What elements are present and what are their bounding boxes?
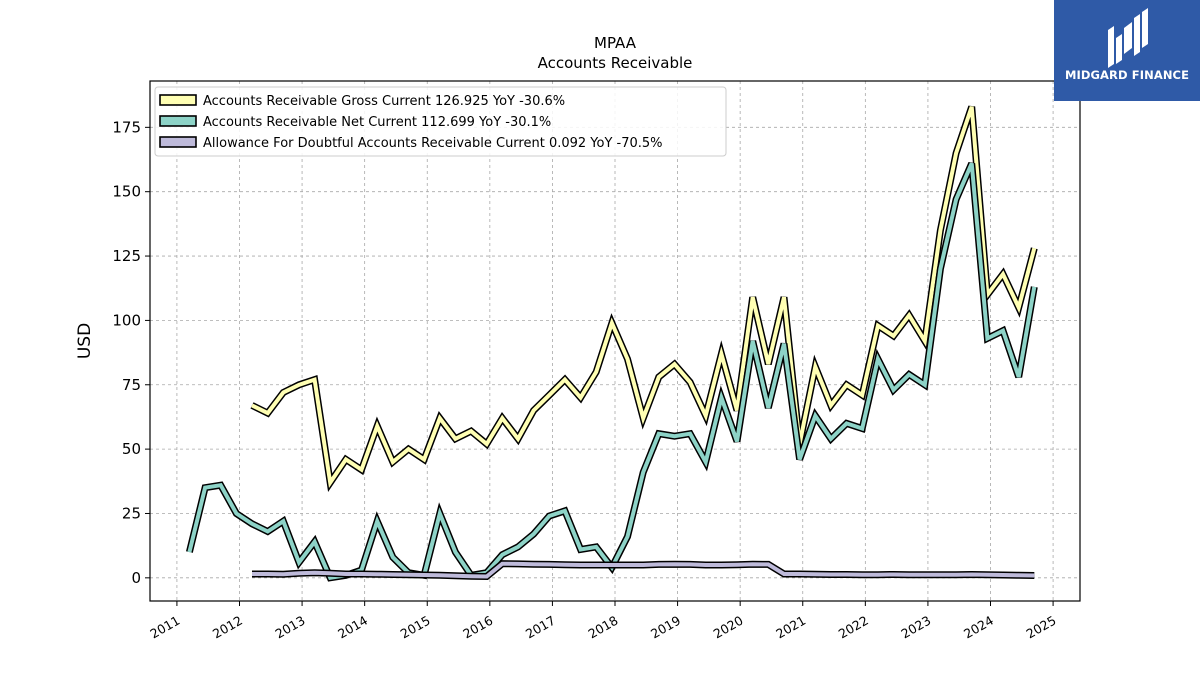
x-tick-label: 2022 bbox=[836, 613, 871, 642]
legend-swatch bbox=[159, 115, 197, 127]
series-3 bbox=[252, 560, 1035, 581]
x-tick-label: 2017 bbox=[523, 613, 558, 642]
y-tick-label: 50 bbox=[122, 440, 141, 458]
series-1 bbox=[250, 105, 1038, 492]
series-2 bbox=[185, 162, 1038, 582]
midgard-finance-logo: MIDGARD FINANCE bbox=[1054, 0, 1200, 101]
legend-item: Allowance For Doubtful Accounts Receivab… bbox=[159, 136, 663, 151]
legend-swatch bbox=[159, 94, 197, 106]
grid bbox=[150, 81, 1080, 601]
legend-label: Accounts Receivable Net Current 112.699 … bbox=[203, 115, 551, 130]
x-tick-label: 2025 bbox=[1024, 613, 1059, 642]
x-tick-label: 2024 bbox=[961, 613, 996, 642]
x-tick-label: 2019 bbox=[648, 613, 683, 642]
series-line bbox=[251, 106, 1037, 488]
y-tick-label: 125 bbox=[112, 247, 141, 265]
x-tick-label: 2021 bbox=[773, 613, 808, 642]
legend: Accounts Receivable Gross Current 126.92… bbox=[154, 86, 727, 157]
y-tick-label: 25 bbox=[122, 504, 141, 522]
y-tick-label: 100 bbox=[112, 311, 141, 329]
y-axis: 0 25 50 75 100 125 150 175 bbox=[112, 118, 150, 587]
x-tick-label: 2020 bbox=[711, 613, 746, 642]
legend-label: Accounts Receivable Gross Current 126.92… bbox=[203, 94, 565, 109]
series-line bbox=[252, 561, 1035, 579]
legend-item: Accounts Receivable Net Current 112.699 … bbox=[159, 115, 551, 130]
legend-box bbox=[154, 86, 727, 157]
legend-label: Allowance For Doubtful Accounts Receivab… bbox=[203, 136, 663, 151]
y-tick-label: 75 bbox=[122, 376, 141, 394]
x-tick-label: 2018 bbox=[585, 613, 620, 642]
chart-title: MPAA bbox=[594, 34, 637, 52]
x-axis: 2011 2012 2013 2014 2015 2016 2017 2018 2019 2020… bbox=[147, 601, 1059, 642]
x-tick-label: 2015 bbox=[398, 613, 433, 642]
y-axis-label: USD bbox=[75, 323, 95, 359]
legend-item: Accounts Receivable Gross Current 126.92… bbox=[159, 94, 565, 109]
x-tick-label: 2016 bbox=[460, 613, 495, 642]
y-tick-label: 0 bbox=[131, 569, 141, 587]
series-line-outline bbox=[185, 162, 1038, 582]
x-tick-label: 2014 bbox=[335, 613, 370, 642]
y-tick-label: 150 bbox=[112, 183, 141, 201]
chart-subtitle: Accounts Receivable bbox=[538, 54, 693, 72]
x-tick-label: 2013 bbox=[273, 613, 308, 642]
logo-mark-icon bbox=[1108, 8, 1148, 68]
legend-swatch bbox=[159, 136, 197, 148]
x-tick-label: 2011 bbox=[147, 613, 182, 642]
y-tick-label: 175 bbox=[112, 118, 141, 136]
series-line bbox=[187, 162, 1037, 581]
x-tick-label: 2012 bbox=[210, 613, 245, 642]
series-layer bbox=[185, 105, 1038, 582]
logo-text: MIDGARD FINANCE bbox=[1064, 68, 1190, 82]
series-line-outline bbox=[250, 105, 1038, 492]
x-tick-label: 2023 bbox=[898, 613, 933, 642]
